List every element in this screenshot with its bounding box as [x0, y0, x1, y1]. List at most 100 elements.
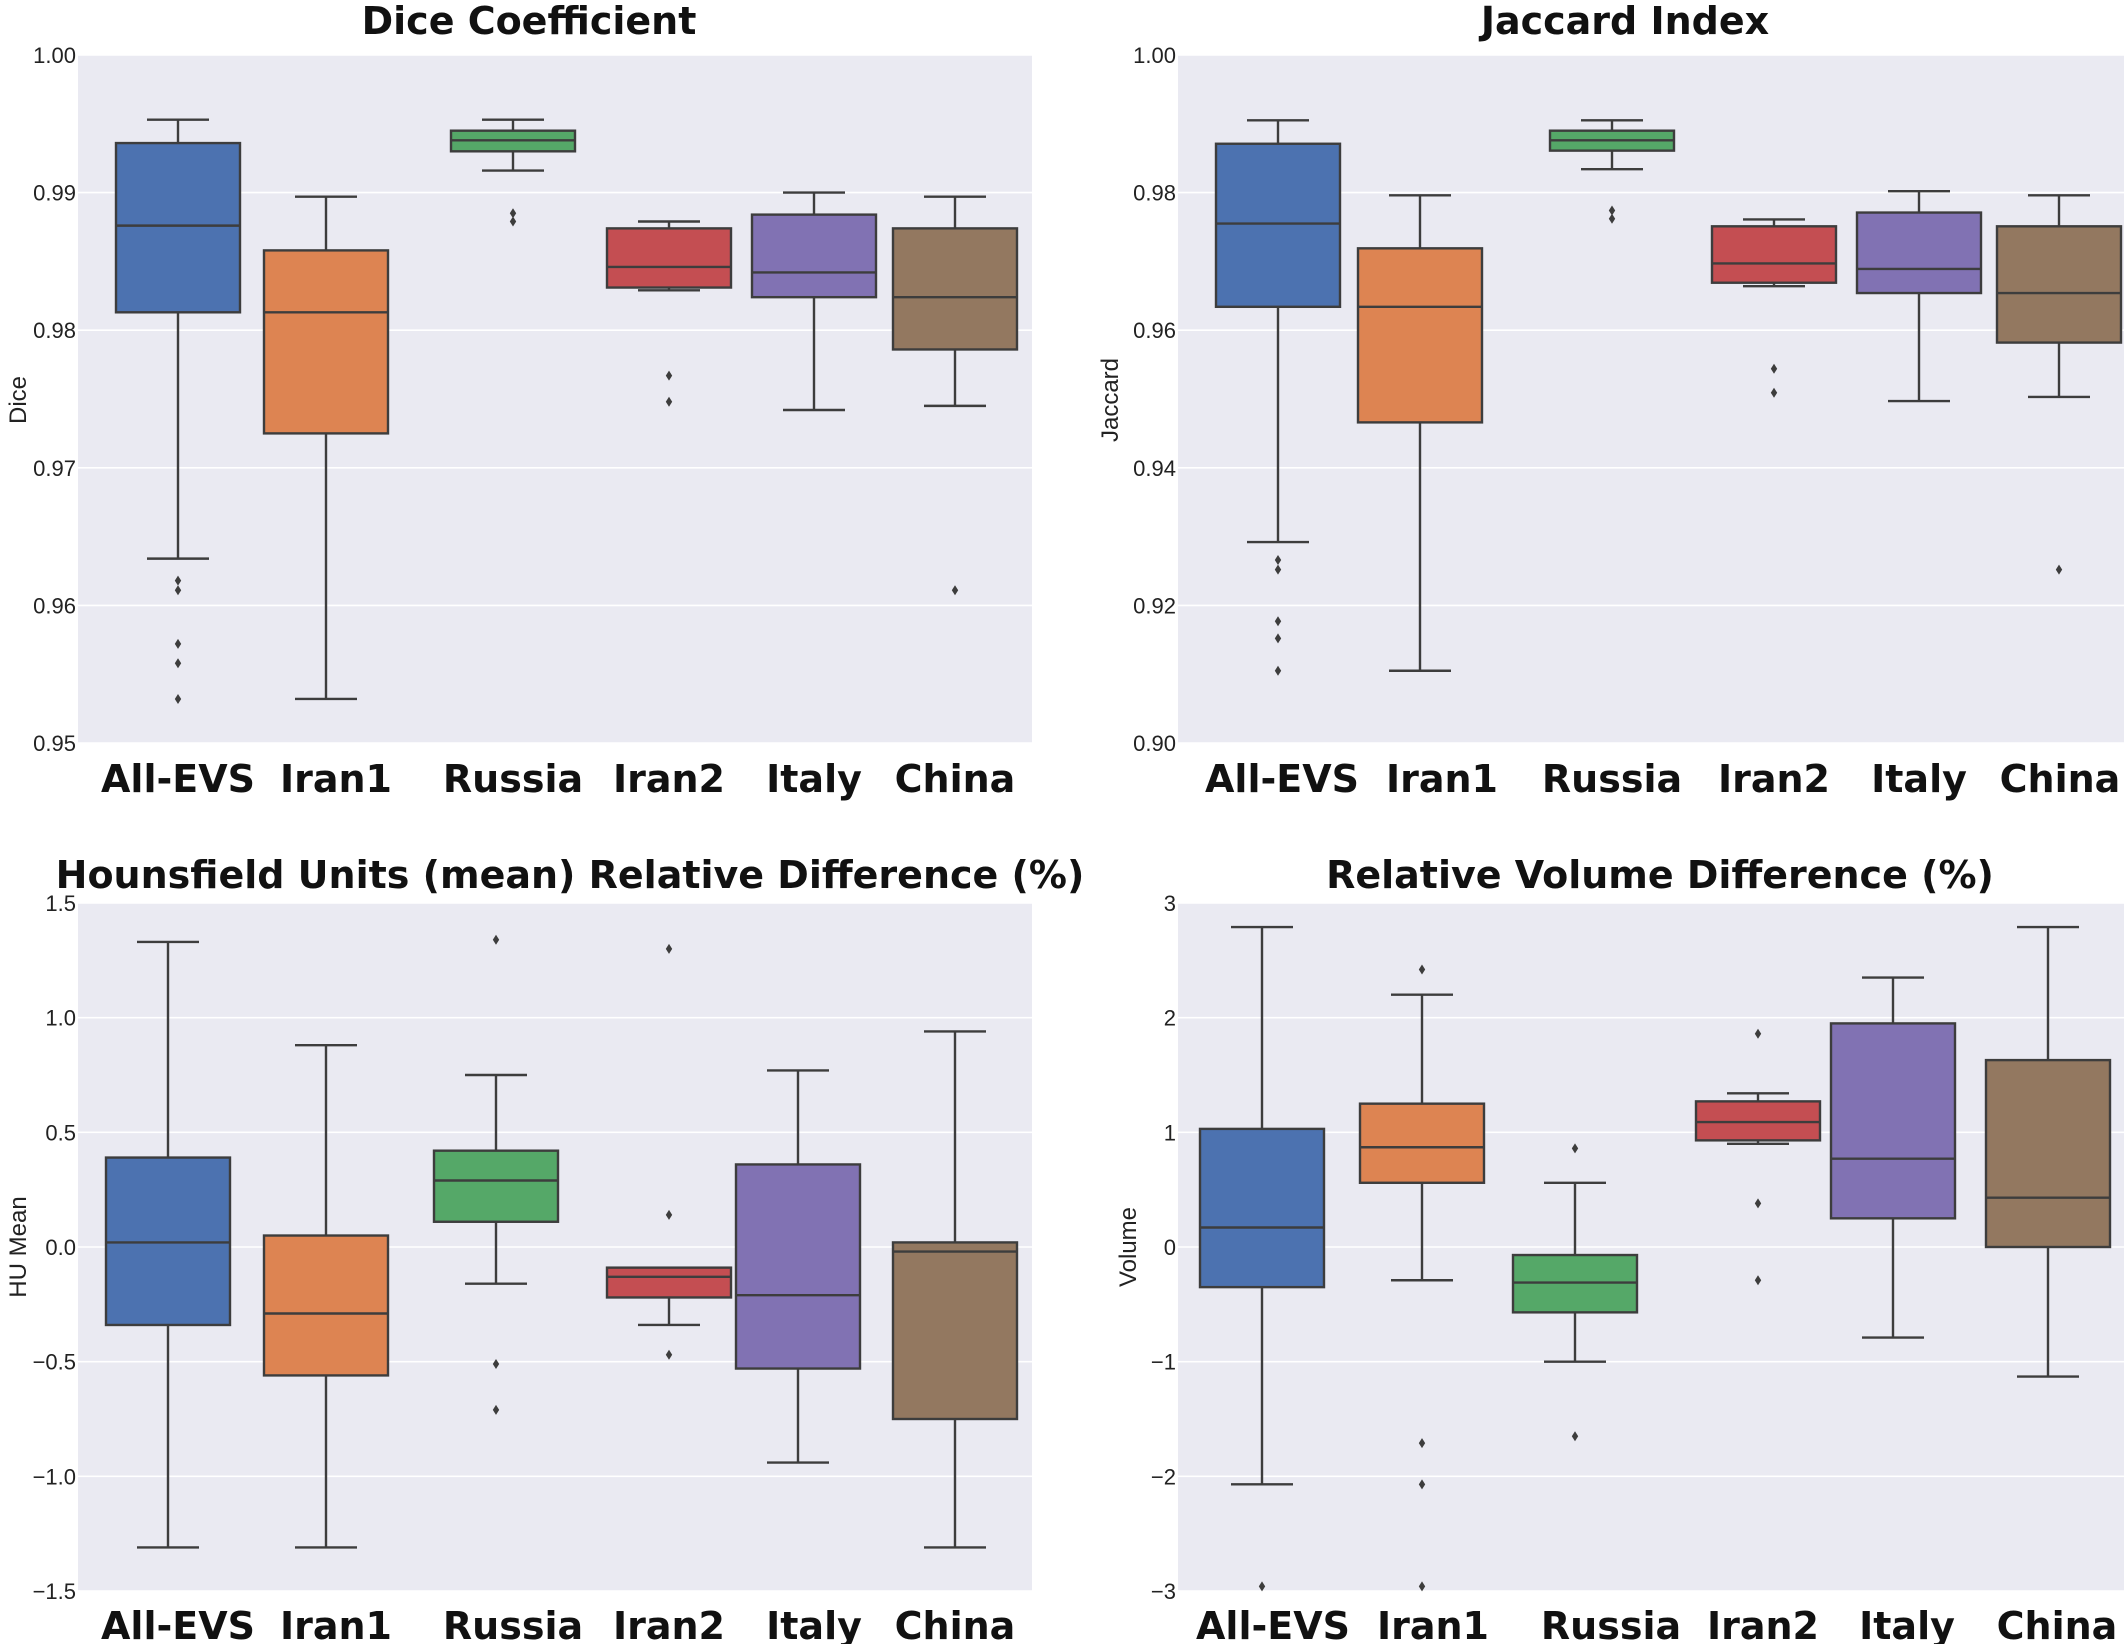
y-tick-label: 1.5 [45, 891, 76, 916]
y-axis-label: Dice [5, 376, 32, 424]
y-tick-label: 0.90 [1133, 731, 1176, 756]
outlier-point [1770, 363, 1778, 374]
panel-title: Dice Coefficient [362, 0, 697, 43]
y-tick-label: 0.94 [1133, 456, 1176, 481]
category-label-all-evs: All-EVS [1205, 757, 1359, 801]
outlier-point [1754, 1275, 1762, 1286]
y-tick-label: 3 [1164, 891, 1176, 916]
box-iran1 [1358, 964, 1486, 1592]
category-label-all-evs: All-EVS [101, 757, 255, 801]
outlier-point [1258, 1581, 1266, 1592]
category-label-italy: Italy [766, 757, 862, 801]
panel-title: Jaccard Index [1478, 0, 1769, 43]
outlier-point [174, 575, 182, 586]
y-tick-label: 0.5 [45, 1120, 76, 1145]
panel-jaccard: Jaccard Index Jaccard All-EVS Iran1 Russ… [1097, 0, 2124, 801]
box-russia [449, 118, 577, 227]
category-label-iran1: Iran1 [280, 1604, 392, 1644]
y-tick-label: 0.92 [1133, 593, 1176, 618]
outlier-point [174, 693, 182, 704]
y-tick-label: 0.98 [1133, 181, 1176, 206]
category-label-china: China [895, 1604, 1016, 1644]
y-tick-label: −1 [1151, 1350, 1176, 1375]
category-label-iran2: Iran2 [1718, 757, 1830, 801]
y-axis-label: Jaccard [1097, 358, 1124, 442]
y-tick-label: 0.96 [1133, 318, 1176, 343]
box-iqr [750, 213, 878, 299]
box-italy [734, 1069, 862, 1464]
category-label-all-evs: All-EVS [101, 1604, 255, 1644]
y-tick-label: 0 [1164, 1235, 1176, 1260]
plot-area [1178, 54, 2124, 744]
y-axis-label: HU Mean [5, 1196, 32, 1297]
y-tick-label: −0.5 [33, 1350, 76, 1375]
category-label-italy: Italy [766, 1604, 862, 1644]
outlier-point [665, 1209, 673, 1220]
category-label-iran1: Iran1 [280, 757, 392, 801]
box-all-evs [1198, 925, 1326, 1592]
outlier-point [665, 1349, 673, 1360]
box-italy [1855, 190, 1983, 403]
outlier-point [665, 396, 673, 407]
category-label-russia: Russia [443, 1604, 583, 1644]
outlier-point [492, 1358, 500, 1369]
outlier-point [492, 934, 500, 945]
box-iqr [891, 1241, 1019, 1421]
outlier-point [1754, 1198, 1762, 1209]
box-iqr [1358, 1102, 1486, 1184]
box-iran1 [262, 1043, 390, 1549]
y-tick-label: 1.0 [45, 1006, 76, 1031]
outlier-point [1754, 1028, 1762, 1039]
box-all-evs [1214, 119, 1342, 676]
box-all-evs [114, 118, 242, 704]
box-italy [750, 191, 878, 412]
box-iqr [1855, 211, 1983, 295]
outlier-point [1274, 554, 1282, 565]
outlier-point [1608, 205, 1616, 216]
box-iqr [1198, 1127, 1326, 1289]
box-iqr [114, 141, 242, 314]
box-iqr [262, 1234, 390, 1377]
panel-volume: Relative Volume Difference (%) Volume Al… [1115, 853, 2124, 1644]
outlier-point [174, 638, 182, 649]
category-label-italy: Italy [1859, 1604, 1955, 1644]
box-iran2 [1694, 1028, 1822, 1286]
plot-area [78, 902, 1032, 1592]
box-china [1995, 194, 2123, 575]
box-italy [1829, 976, 1957, 1339]
box-russia [1511, 1143, 1639, 1442]
outlier-point [1274, 665, 1282, 676]
box-iqr [1710, 225, 1838, 284]
outlier-point [174, 585, 182, 596]
category-label-china: China [2000, 757, 2121, 801]
outlier-point [1274, 564, 1282, 575]
y-tick-label: 1 [1164, 1120, 1176, 1145]
box-iqr [891, 227, 1019, 351]
box-iqr [1214, 142, 1342, 309]
outlier-point [1418, 964, 1426, 975]
outlier-point [1418, 1581, 1426, 1592]
outlier-point [2055, 564, 2063, 575]
category-label-china: China [895, 757, 1016, 801]
y-tick-label: 0.98 [33, 318, 76, 343]
outlier-point [1571, 1143, 1579, 1154]
y-tick-label: −3 [1151, 1579, 1176, 1604]
outlier-point [1608, 213, 1616, 224]
box-china [891, 195, 1019, 596]
box-iqr [1829, 1022, 1957, 1220]
box-iqr [432, 1149, 560, 1223]
outlier-point [492, 1404, 500, 1415]
y-tick-label: 1.00 [1133, 43, 1176, 68]
outlier-point [1770, 387, 1778, 398]
box-iqr [1995, 225, 2123, 344]
panel-title: Relative Volume Difference (%) [1326, 853, 1994, 897]
box-china [891, 1030, 1019, 1549]
outlier-point [1418, 1438, 1426, 1449]
category-label-russia: Russia [1542, 757, 1682, 801]
outlier-point [509, 208, 517, 219]
box-iran2 [1710, 218, 1838, 398]
category-label-russia: Russia [443, 757, 583, 801]
category-label-italy: Italy [1871, 757, 1967, 801]
category-label-iran2: Iran2 [1707, 1604, 1819, 1644]
